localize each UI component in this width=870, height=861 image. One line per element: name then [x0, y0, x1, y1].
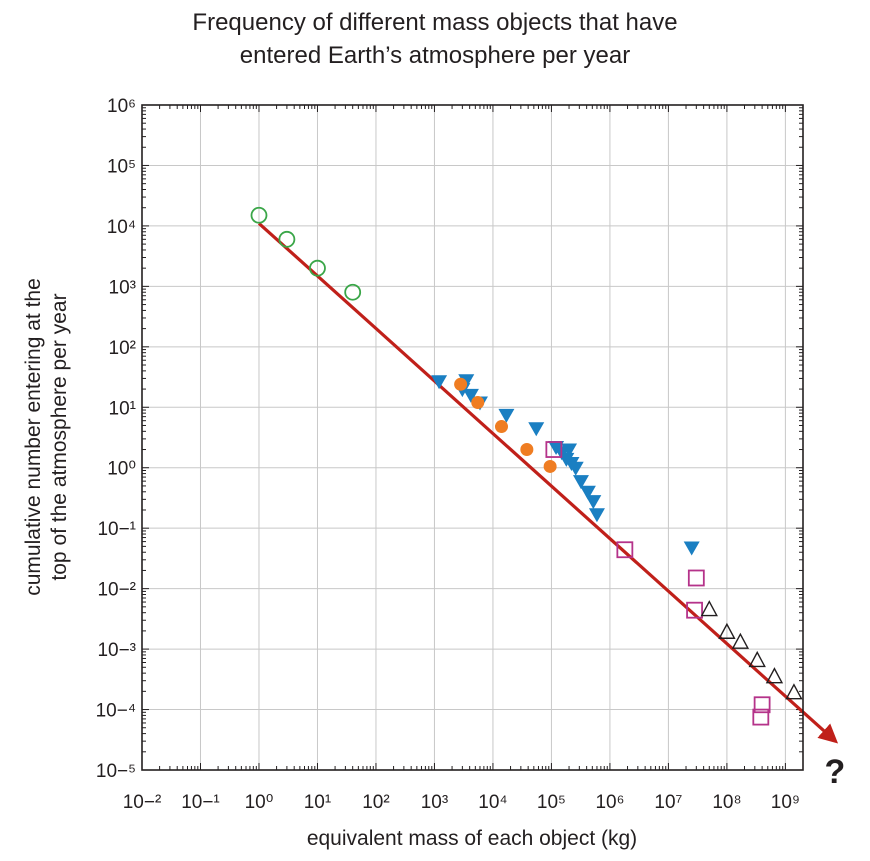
up-triangle-marker: [765, 667, 784, 684]
x-tick-label: 10³: [421, 792, 448, 813]
y-tick-label: 10−³: [97, 640, 136, 661]
y-tick-labels: 10−⁵ 10−⁴ 10−³ 10−² 10−¹ 10⁰ 10¹ 10² 10³ 10⁴ 10⁵ 10…: [96, 96, 136, 782]
open-circle-marker: [278, 230, 296, 248]
up-triangle-marker: [718, 622, 736, 639]
open-square-marker: [753, 696, 771, 714]
down-triangle-marker: [572, 475, 589, 490]
filled-circle-marker: [454, 377, 468, 391]
y-tick-label: 10²: [109, 338, 136, 359]
x-tick-label: 10⁸: [712, 792, 741, 813]
filled-circle-marker: [520, 443, 534, 457]
open-square-marker: [616, 541, 634, 559]
down-triangle-marker: [567, 461, 584, 476]
x-tick-label: 10⁶: [595, 792, 624, 813]
trend-question-mark: ?: [825, 753, 846, 791]
x-tick-label: 10²: [362, 792, 389, 813]
y-tick-label: 10⁵: [107, 156, 136, 177]
minor-tick-layer: [141, 104, 804, 771]
y-axis-label-line-1: cumulative number entering at the: [22, 278, 45, 596]
down-triangle-marker: [588, 508, 605, 523]
x-axis-label: equivalent mass of each object (kg): [307, 827, 637, 850]
y-tick-label: 10⁴: [107, 217, 136, 238]
x-tick-label: 10−¹: [181, 792, 220, 813]
filled-circle-marker: [471, 395, 485, 409]
y-tick-label: 10−⁴: [96, 701, 136, 722]
grid-layer: [142, 105, 803, 770]
open-circle-marker: [250, 206, 268, 224]
y-tick-label: 10−¹: [97, 519, 136, 540]
y-axis-label: cumulative number entering at the top of…: [22, 278, 71, 596]
trend-line: [257, 222, 839, 744]
open-square-marker: [752, 708, 770, 726]
filled-circle-marker: [494, 420, 508, 434]
x-tick-label: 10⁷: [654, 792, 682, 813]
marker-layer: [250, 206, 803, 726]
chart-title: Frequency of different mass objects that…: [0, 6, 870, 72]
up-triangle-marker: [700, 600, 718, 617]
x-tick-label: 10¹: [304, 792, 331, 813]
up-triangle-marker: [785, 683, 803, 700]
y-tick-label: 10⁰: [107, 459, 136, 480]
open-square-marker: [686, 601, 703, 619]
x-tick-labels: 10−² 10−¹ 10⁰ 10¹ 10² 10³ 10⁴ 10⁵ 10⁶ 10⁷ 10⁸ 10⁹: [123, 792, 800, 813]
down-triangle-marker: [462, 388, 479, 403]
up-triangle-marker: [748, 650, 766, 668]
plot-frame: [141, 104, 804, 771]
down-triangle-marker: [579, 485, 596, 500]
x-tick-label: 10−²: [123, 792, 162, 813]
y-tick-label: 10⁶: [107, 96, 136, 117]
down-triangle-marker: [528, 422, 545, 437]
y-tick-label: 10−⁵: [96, 761, 136, 782]
y-tick-label: 10−²: [97, 580, 136, 601]
x-tick-label: 10⁴: [478, 792, 507, 813]
open-circle-marker: [344, 283, 362, 301]
open-square-marker: [545, 441, 563, 458]
chart-title-line-1: Frequency of different mass objects that…: [192, 9, 678, 36]
trend-layer: ?: [257, 222, 846, 791]
down-triangle-marker: [585, 495, 602, 510]
y-tick-label: 10³: [109, 277, 136, 298]
y-axis-label-line-2: top of the atmosphere per year: [48, 293, 71, 580]
down-triangle-marker: [431, 375, 448, 390]
x-tick-label: 10⁹: [771, 792, 800, 813]
open-square-marker: [687, 569, 705, 587]
down-triangle-marker: [683, 541, 700, 556]
chart-title-line-2: entered Earth’s atmosphere per year: [239, 42, 631, 69]
open-circle-marker: [309, 259, 326, 277]
filled-circle-marker: [543, 459, 557, 473]
x-tick-label: 10⁵: [537, 792, 566, 813]
x-tick-label: 10⁰: [245, 792, 274, 813]
down-triangle-marker: [561, 443, 578, 458]
up-triangle-marker: [731, 632, 750, 649]
down-triangle-marker: [498, 408, 515, 423]
y-tick-label: 10¹: [109, 398, 136, 419]
